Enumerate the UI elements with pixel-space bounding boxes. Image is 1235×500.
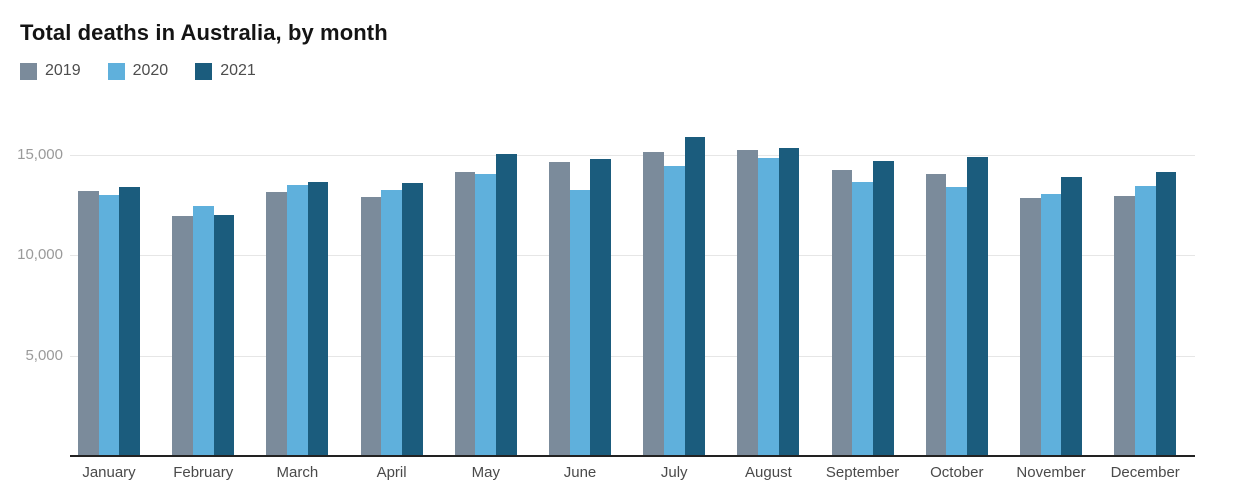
- bar-2020-march[interactable]: [287, 184, 308, 456]
- x-axis-label-november: November: [1016, 464, 1086, 481]
- legend-label-2020: 2020: [132, 62, 169, 79]
- bar-2019-january[interactable]: [78, 190, 99, 456]
- x-axis-label-september: September: [825, 464, 900, 481]
- legend-label-2021: 2021: [220, 62, 256, 79]
- gridline-10000: [70, 255, 1195, 257]
- chart-title: Total deaths in Australia, by month: [20, 20, 388, 45]
- bar-2019-april[interactable]: [360, 196, 382, 456]
- bar-2020-april[interactable]: [381, 189, 402, 456]
- bar-2020-june[interactable]: [569, 189, 591, 456]
- bar-2021-november[interactable]: [1061, 176, 1082, 456]
- bar-2019-august[interactable]: [737, 149, 759, 456]
- bar-2021-january[interactable]: [119, 186, 140, 456]
- bar-2020-july[interactable]: [663, 165, 685, 456]
- x-axis-label-january: January: [82, 464, 136, 481]
- legend-swatch-2019: [20, 62, 37, 80]
- legend-item-2021: 2021: [195, 62, 256, 80]
- x-axis-label-july: July: [660, 464, 688, 481]
- bar-2020-september[interactable]: [852, 181, 873, 456]
- bar-2019-february[interactable]: [172, 216, 193, 456]
- legend-item-2019: 2019: [20, 62, 81, 80]
- legend-swatch-2020: [107, 62, 125, 80]
- legend-label-2019: 2019: [45, 62, 81, 79]
- legend: 2019 2020 2021: [20, 62, 256, 80]
- y-axis-tick-15000: 15,000: [17, 145, 63, 163]
- bar-2021-september[interactable]: [872, 160, 894, 456]
- gridline-15000: [70, 154, 1195, 156]
- bar-2020-february[interactable]: [192, 206, 214, 456]
- y-axis-tick-5000: 5,000: [25, 346, 63, 364]
- x-axis-label-february: February: [173, 464, 234, 481]
- bar-2019-december[interactable]: [1114, 195, 1135, 456]
- bar-2019-june[interactable]: [549, 161, 570, 456]
- x-axis-label-december: December: [1110, 464, 1180, 481]
- bar-2021-october[interactable]: [967, 156, 988, 456]
- legend-swatch-2021: [195, 62, 213, 80]
- bar-2021-may[interactable]: [496, 153, 517, 456]
- bar-2020-august[interactable]: [758, 157, 779, 456]
- x-axis-label-march: March: [276, 464, 319, 481]
- bar-2020-december[interactable]: [1134, 185, 1156, 456]
- x-axis-label-october: October: [930, 464, 984, 481]
- y-axis-tick-10000: 10,000: [17, 246, 63, 264]
- bar-2021-april[interactable]: [401, 182, 423, 456]
- x-axis-label-april: April: [376, 464, 407, 481]
- bar-2019-october[interactable]: [925, 173, 947, 456]
- bar-2019-may[interactable]: [454, 171, 476, 456]
- bar-2019-july[interactable]: [643, 151, 664, 456]
- bar-2019-march[interactable]: [266, 191, 288, 456]
- bar-2021-august[interactable]: [778, 147, 800, 456]
- x-axis-label-august: August: [745, 464, 792, 481]
- x-axis-label-june: June: [563, 464, 597, 481]
- bar-2021-december[interactable]: [1155, 171, 1177, 456]
- bar-2020-may[interactable]: [475, 173, 497, 456]
- legend-item-2020: 2020: [107, 62, 169, 80]
- bar-2021-june[interactable]: [590, 158, 611, 456]
- bar-2021-march[interactable]: [307, 181, 329, 456]
- bar-2019-november[interactable]: [1020, 197, 1041, 456]
- bar-2020-january[interactable]: [98, 194, 120, 456]
- x-axis-line: [70, 455, 1195, 457]
- bar-2021-february[interactable]: [213, 215, 235, 456]
- x-axis-label-may: May: [471, 464, 500, 481]
- bar-2019-september[interactable]: [831, 169, 853, 456]
- bar-2021-july[interactable]: [684, 136, 706, 456]
- bar-2020-november[interactable]: [1040, 193, 1062, 456]
- gridline-5000: [70, 355, 1195, 357]
- bar-2020-october[interactable]: [946, 186, 968, 456]
